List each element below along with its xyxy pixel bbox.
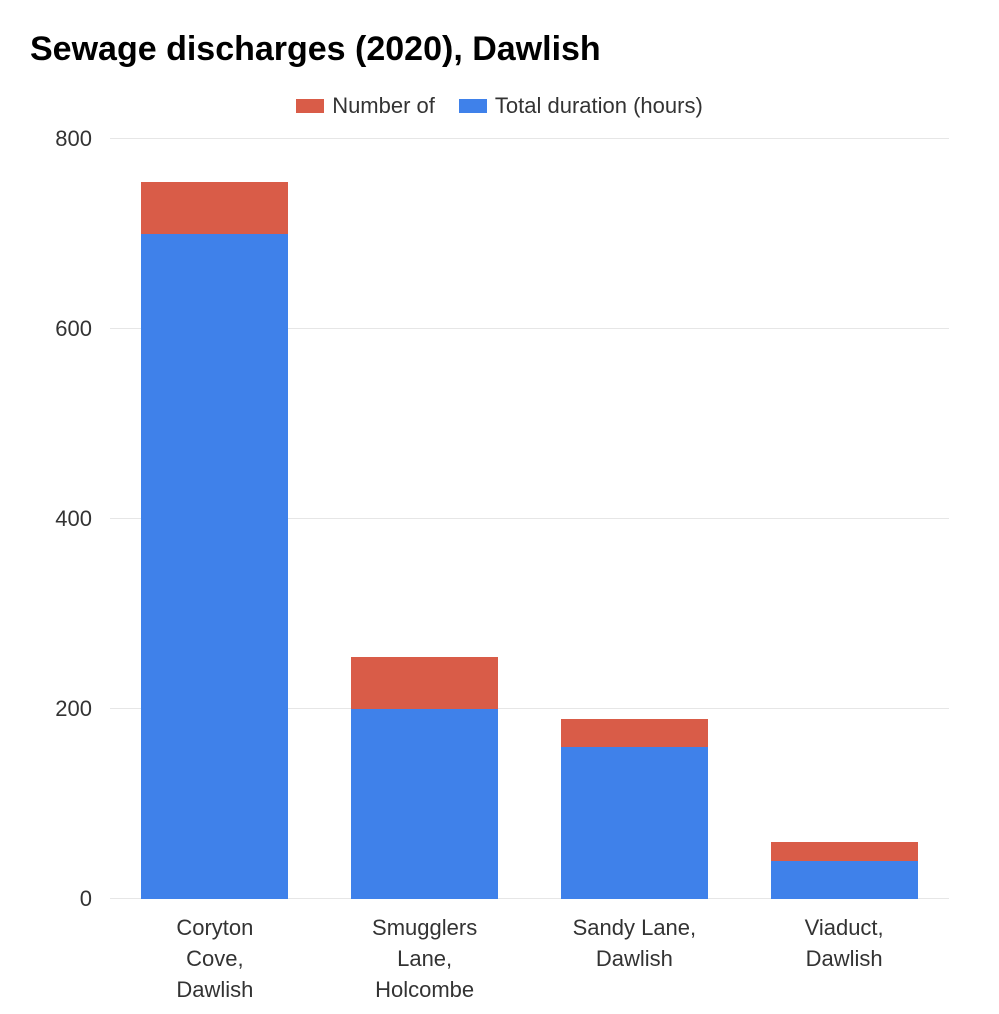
x-tick-label: Smugglers Lane, Holcombe (320, 913, 530, 1005)
y-tick-label: 200 (55, 696, 110, 722)
y-tick-label: 0 (80, 886, 110, 912)
bar-segment-total-duration (771, 861, 918, 899)
bar-segment-number-of (771, 842, 918, 861)
bar-segment-number-of (351, 657, 498, 709)
plot-area: 0200400600800 (110, 139, 949, 899)
legend-item-number-of: Number of (296, 93, 435, 119)
bar-segment-total-duration (561, 747, 708, 899)
chart-title: Sewage discharges (2020), Dawlish (30, 30, 969, 69)
x-tick-label: Coryton Cove, Dawlish (110, 913, 320, 1005)
bar-group (561, 139, 708, 899)
legend-swatch-total-duration (459, 99, 487, 113)
legend-label-number-of: Number of (332, 93, 435, 119)
y-tick-label: 600 (55, 316, 110, 342)
legend-item-total-duration: Total duration (hours) (459, 93, 703, 119)
bar-segment-total-duration (351, 709, 498, 899)
bar-segment-total-duration (141, 234, 288, 899)
x-axis-labels: Coryton Cove, DawlishSmugglers Lane, Hol… (110, 913, 949, 1005)
x-tick-label: Viaduct, Dawlish (739, 913, 949, 1005)
bar-segment-number-of (141, 182, 288, 234)
legend-label-total-duration: Total duration (hours) (495, 93, 703, 119)
x-tick-label: Sandy Lane, Dawlish (530, 913, 740, 1005)
bar-group (141, 139, 288, 899)
y-tick-label: 800 (55, 126, 110, 152)
chart-legend: Number of Total duration (hours) (30, 93, 969, 119)
bar-group (351, 139, 498, 899)
bars-row (110, 139, 949, 899)
y-tick-label: 400 (55, 506, 110, 532)
bar-segment-number-of (561, 719, 708, 748)
legend-swatch-number-of (296, 99, 324, 113)
bar-group (771, 139, 918, 899)
